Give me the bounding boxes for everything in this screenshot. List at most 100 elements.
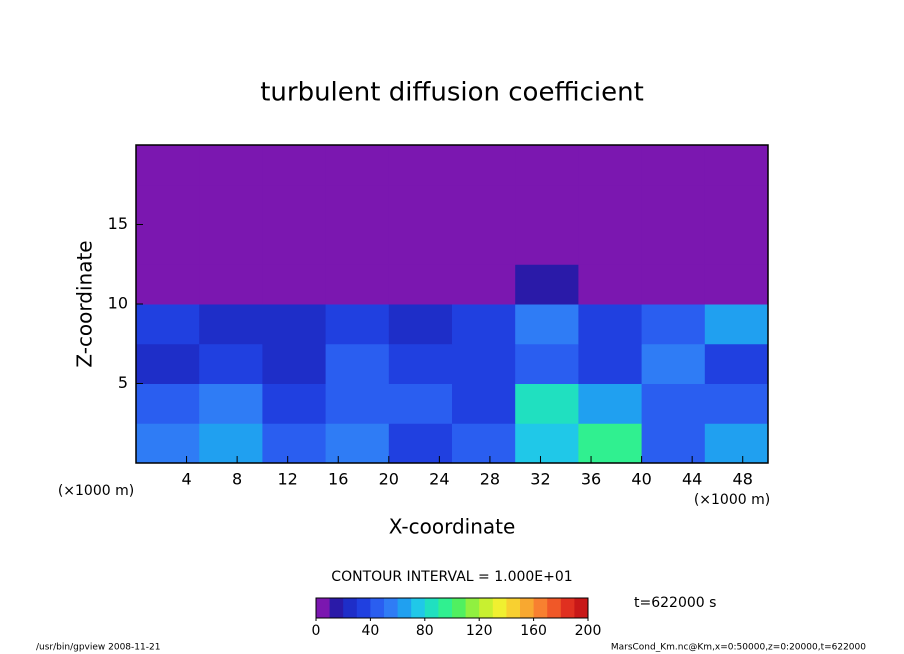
heat-cell bbox=[452, 264, 516, 305]
y-tick-label: 15 bbox=[108, 214, 128, 233]
colorbar-tick-label: 200 bbox=[575, 623, 602, 639]
heat-cell bbox=[578, 224, 643, 265]
heat-cell bbox=[199, 423, 263, 464]
heat-cell bbox=[136, 224, 200, 265]
colorbar-swatch bbox=[520, 598, 535, 618]
colorbar-swatch bbox=[438, 598, 453, 618]
x-tick-label: 48 bbox=[733, 470, 753, 489]
heat-cell bbox=[388, 423, 453, 464]
heat-cell bbox=[262, 184, 327, 225]
heat-cell bbox=[641, 423, 706, 464]
heat-cell bbox=[452, 224, 516, 265]
heat-cell bbox=[452, 383, 516, 424]
heat-cell bbox=[388, 264, 453, 305]
heat-cell bbox=[199, 304, 263, 345]
heat-cell bbox=[704, 264, 769, 305]
colorbar-tick-label: 160 bbox=[520, 623, 547, 639]
colorbar-swatch bbox=[370, 598, 385, 618]
heat-cell bbox=[262, 264, 327, 305]
colorbar-swatch bbox=[316, 598, 331, 618]
heat-cell bbox=[641, 383, 706, 424]
colorbar-swatch bbox=[411, 598, 426, 618]
heat-cell bbox=[515, 184, 579, 225]
heat-cell bbox=[704, 145, 769, 186]
heat-cell bbox=[578, 264, 643, 305]
colorbar-tick-label: 120 bbox=[466, 623, 493, 639]
heat-cell bbox=[641, 224, 706, 265]
colorbar-swatch bbox=[384, 598, 399, 618]
heat-cell bbox=[262, 145, 327, 186]
heat-cell bbox=[704, 304, 769, 345]
heat-cell bbox=[452, 343, 516, 384]
x-tick-label: 16 bbox=[328, 470, 348, 489]
heat-cell bbox=[704, 383, 769, 424]
heat-cell bbox=[199, 264, 263, 305]
heat-cell bbox=[641, 184, 706, 225]
colorbar-swatch bbox=[574, 598, 589, 618]
x-tick-label: 24 bbox=[429, 470, 449, 489]
heat-cell bbox=[199, 224, 263, 265]
heat-cell bbox=[325, 264, 390, 305]
colorbar-swatch bbox=[492, 598, 507, 618]
heat-cell bbox=[578, 383, 643, 424]
heat-cell bbox=[704, 423, 769, 464]
colorbar-swatch bbox=[397, 598, 412, 618]
colorbar-swatch bbox=[452, 598, 467, 618]
heat-cell bbox=[325, 423, 390, 464]
x-unit-label: (×1000 m) bbox=[694, 492, 770, 508]
heat-cell bbox=[515, 383, 579, 424]
footer-left: /usr/bin/gpview 2008-11-21 bbox=[36, 643, 160, 653]
colorbar-swatch bbox=[465, 598, 480, 618]
heat-cell bbox=[199, 383, 263, 424]
heat-cell bbox=[199, 184, 263, 225]
x-tick-label: 44 bbox=[682, 470, 702, 489]
x-tick-label: 28 bbox=[480, 470, 500, 489]
x-axis-label: X-coordinate bbox=[389, 515, 516, 539]
heat-cell bbox=[452, 184, 516, 225]
x-tick-label: 40 bbox=[631, 470, 651, 489]
heat-cell bbox=[578, 304, 643, 345]
heat-cell bbox=[704, 184, 769, 225]
heat-cell bbox=[515, 264, 579, 305]
heat-cell bbox=[515, 304, 579, 345]
colorbar-swatch bbox=[329, 598, 344, 618]
footer-right: MarsCond_Km.nc@Km,x=0:50000,z=0:20000,t=… bbox=[611, 643, 866, 653]
y-axis-label: Z-coordinate bbox=[73, 240, 97, 367]
heat-cell bbox=[136, 145, 200, 186]
x-tick-label: 8 bbox=[232, 470, 242, 489]
colorbar-frame bbox=[315, 597, 589, 619]
x-tick-label: 4 bbox=[181, 470, 191, 489]
heat-cell bbox=[388, 224, 453, 265]
heat-cell bbox=[452, 145, 516, 186]
x-tick-label: 32 bbox=[530, 470, 550, 489]
heat-cell bbox=[704, 224, 769, 265]
heat-cell bbox=[578, 343, 643, 384]
heat-cell bbox=[515, 423, 579, 464]
colorbar-tick-label: 0 bbox=[312, 623, 321, 639]
heat-cell bbox=[262, 423, 327, 464]
heat-cell bbox=[136, 264, 200, 305]
heat-cell bbox=[704, 343, 769, 384]
chart-title: turbulent diffusion coefficient bbox=[260, 78, 644, 108]
heat-cell bbox=[136, 343, 200, 384]
heat-cell bbox=[136, 383, 200, 424]
heat-cell bbox=[578, 145, 643, 186]
heat-cell bbox=[578, 184, 643, 225]
colorbar-swatch bbox=[356, 598, 371, 618]
colorbar-tick-label: 40 bbox=[361, 623, 379, 639]
x-tick-label: 20 bbox=[379, 470, 399, 489]
heat-cell bbox=[388, 145, 453, 186]
heat-cell bbox=[641, 264, 706, 305]
heat-cell bbox=[641, 304, 706, 345]
colorbar-swatch bbox=[560, 598, 575, 618]
heat-cell bbox=[262, 383, 327, 424]
heat-cell bbox=[452, 304, 516, 345]
colorbar-swatch bbox=[547, 598, 562, 618]
heat-cell bbox=[388, 304, 453, 345]
colorbar-swatch bbox=[479, 598, 494, 618]
heat-cell bbox=[325, 145, 390, 186]
heat-cell bbox=[325, 224, 390, 265]
colorbar-swatch bbox=[424, 598, 439, 618]
heat-cell bbox=[641, 343, 706, 384]
